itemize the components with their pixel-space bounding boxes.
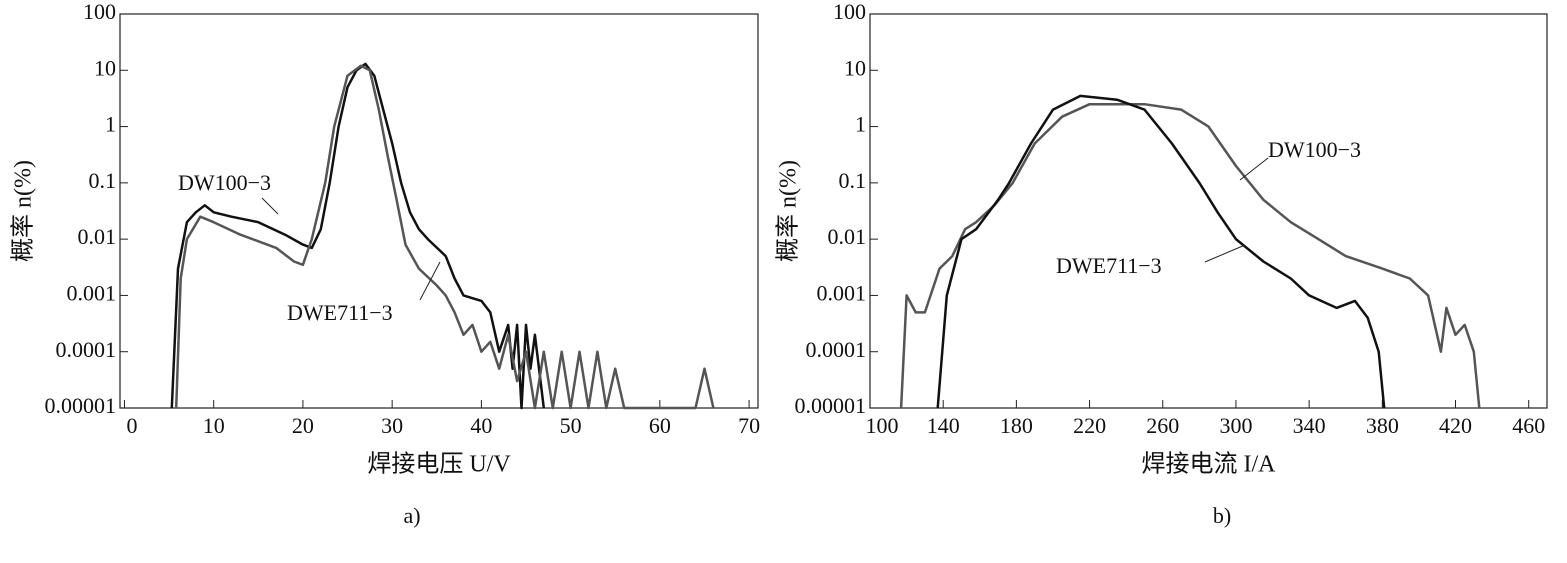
- x-tick-label: 50: [560, 413, 582, 438]
- plot-frame: [869, 13, 1548, 409]
- y-axis-label: 概率 n(%): [775, 160, 802, 262]
- x-tick-label: 70: [738, 413, 760, 438]
- leader-line: [1239, 157, 1269, 181]
- line-series: [936, 94, 1386, 409]
- x-tick-label: 140: [927, 413, 960, 438]
- x-tick-label: 260: [1146, 413, 1179, 438]
- leader-line: [419, 261, 441, 301]
- x-tick-label: 460: [1512, 413, 1545, 438]
- line-series: [170, 62, 546, 410]
- x-tick-label: 420: [1439, 413, 1472, 438]
- x-tick-label: 10: [203, 413, 225, 438]
- plot-frame: [119, 13, 759, 409]
- x-tick-label: 20: [292, 413, 314, 438]
- y-tick-label: 0.0001: [56, 337, 117, 362]
- y-tick-label: 0.01: [828, 224, 867, 249]
- y-tick-label: 0.0001: [806, 337, 867, 362]
- x-tick-label: 380: [1366, 413, 1399, 438]
- x-tick-label: 100: [866, 413, 899, 438]
- y-tick-label: 10: [844, 55, 866, 80]
- y-tick-label: 0.01: [78, 224, 117, 249]
- x-tick-label: 340: [1293, 413, 1326, 438]
- leader-line: [261, 197, 279, 215]
- x-tick-label: 60: [649, 413, 671, 438]
- x-tick-label: 180: [1000, 413, 1033, 438]
- y-tick-label: 10: [94, 55, 116, 80]
- line-series: [899, 102, 1481, 409]
- x-tick-label: 0: [127, 413, 138, 438]
- y-tick-label: 0.001: [817, 280, 867, 305]
- caption: b): [1213, 503, 1231, 528]
- line-series: [174, 64, 715, 410]
- series-label: DW100−3: [178, 170, 271, 195]
- y-axis-label: 概率 n(%): [10, 160, 37, 262]
- x-tick-label: 220: [1073, 413, 1106, 438]
- leader-line: [1204, 244, 1246, 263]
- y-tick-label: 100: [83, 0, 116, 24]
- y-tick-label: 1: [105, 112, 116, 137]
- y-tick-label: 0.00001: [795, 393, 867, 418]
- series-label: DWE711−3: [287, 300, 393, 325]
- caption: a): [403, 503, 420, 528]
- y-tick-label: 0.1: [839, 168, 867, 193]
- series-label: DWE711−3: [1056, 253, 1162, 278]
- x-tick-label: 40: [470, 413, 492, 438]
- series-label: DW100−3: [1268, 137, 1361, 162]
- y-tick-label: 0.00001: [45, 393, 117, 418]
- y-tick-label: 0.001: [67, 280, 117, 305]
- x-tick-label: 300: [1219, 413, 1252, 438]
- x-tick-label: 30: [381, 413, 403, 438]
- y-tick-label: 100: [833, 0, 866, 24]
- x-axis-label: 焊接电流 I/A: [1142, 451, 1277, 478]
- y-tick-label: 1: [855, 112, 866, 137]
- y-tick-label: 0.1: [89, 168, 117, 193]
- x-axis-label: 焊接电压 U/V: [367, 451, 511, 478]
